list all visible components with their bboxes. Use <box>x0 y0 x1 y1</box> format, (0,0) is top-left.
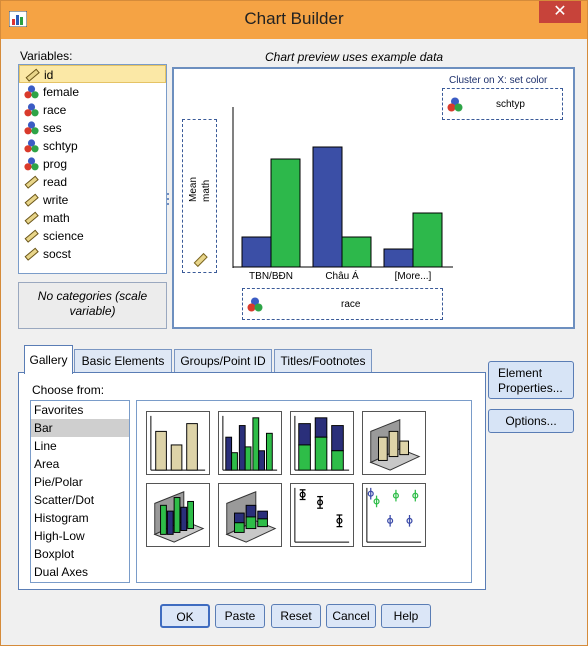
chart-preview-canvas[interactable] <box>172 67 575 329</box>
chart-type-item[interactable]: Dual Axes <box>34 565 89 579</box>
nominal-balls-icon <box>24 121 39 135</box>
chart-type-item[interactable]: Boxplot <box>34 547 75 561</box>
variable-item-race[interactable]: race <box>19 101 166 119</box>
variable-item-read[interactable]: read <box>19 173 166 191</box>
variable-name: read <box>43 175 68 189</box>
chart-type-item[interactable]: Histogram <box>34 511 89 525</box>
variable-name: math <box>43 211 70 225</box>
chart-type-item[interactable]: Line <box>34 439 57 453</box>
element-properties-line1: Element <box>498 366 543 380</box>
nominal-balls-icon <box>24 157 39 171</box>
x-axis-variable: race <box>341 299 361 310</box>
variable-item-id[interactable]: id <box>19 65 166 83</box>
gallery-thumbnails <box>136 400 472 583</box>
variable-item-socst[interactable]: socst <box>19 245 166 263</box>
choose-from-label: Choose from: <box>32 383 105 397</box>
scale-ruler-icon <box>24 211 39 225</box>
help-button[interactable]: Help <box>381 604 431 628</box>
bar-1-0 <box>312 146 343 268</box>
variable-item-write[interactable]: write <box>19 191 166 209</box>
3d-clustered-bar-thumbnail[interactable] <box>146 483 210 547</box>
tab-titles-footnotes[interactable]: Titles/Footnotes <box>274 349 372 373</box>
paste-button[interactable]: Paste <box>215 604 265 628</box>
variable-name: female <box>43 85 80 99</box>
variable-item-female[interactable]: female <box>19 83 166 101</box>
variable-name: write <box>43 193 69 207</box>
variables-list[interactable]: id female race ses schtyp prog read write math sc… <box>18 64 167 274</box>
variable-name: race <box>43 103 67 117</box>
chart-type-item[interactable]: Bar <box>31 419 129 437</box>
preview-note: Chart preview uses example data <box>265 50 444 64</box>
chart-type-item[interactable]: Scatter/Dot <box>34 493 95 507</box>
x-axis-drop-zone[interactable] <box>242 288 443 320</box>
nominal-balls-icon <box>24 103 39 117</box>
nominal-balls-icon <box>24 139 39 153</box>
variable-item-science[interactable]: science <box>19 227 166 245</box>
app-icon <box>9 11 27 27</box>
cluster-variable: schtyp <box>496 99 525 110</box>
variable-name: socst <box>43 247 72 261</box>
scale-ruler-icon <box>24 193 39 207</box>
options-button[interactable]: Options... <box>488 409 574 433</box>
cluster-drop-zone[interactable] <box>442 88 563 120</box>
chart-type-item[interactable]: Favorites <box>34 403 84 417</box>
tab-gallery[interactable]: Gallery <box>24 345 73 374</box>
variable-item-math[interactable]: math <box>19 209 166 227</box>
horizontal-splitter-handle[interactable] <box>85 275 99 285</box>
bar-0-0 <box>241 236 272 268</box>
nominal-balls-icon <box>247 297 263 312</box>
scale-ruler-icon <box>193 252 208 268</box>
3d-stacked-bar-thumbnail[interactable] <box>218 483 282 547</box>
cancel-button[interactable]: Cancel <box>326 604 376 628</box>
element-properties-button[interactable]: Element Properties... <box>488 361 574 399</box>
chart-type-item[interactable]: Area <box>34 457 60 471</box>
x-tick-label: Châu Á <box>325 269 359 282</box>
nominal-balls-icon <box>447 97 463 112</box>
scale-ruler-icon <box>24 229 39 243</box>
title-bar[interactable]: Chart Builder ✕ <box>1 1 587 39</box>
variable-name: schtyp <box>43 139 78 153</box>
stacked-bar-thumbnail[interactable] <box>290 411 354 475</box>
clustered-bar-thumbnail[interactable] <box>218 411 282 475</box>
variable-name: ses <box>43 121 62 135</box>
variable-name: id <box>44 68 54 82</box>
scale-ruler-icon <box>24 175 39 189</box>
reset-button[interactable]: Reset <box>271 604 321 628</box>
chart-type-item[interactable]: Pie/Polar <box>34 475 83 489</box>
variables-label: Variables: <box>20 49 73 63</box>
bar-2-1 <box>412 212 443 268</box>
vertical-splitter-handle[interactable] <box>166 191 170 207</box>
tab-basic-elements[interactable]: Basic Elements <box>74 349 172 373</box>
ok-button[interactable]: OK <box>160 604 210 628</box>
variable-item-ses[interactable]: ses <box>19 119 166 137</box>
variable-item-prog[interactable]: prog <box>19 155 166 173</box>
categories-note: No categories (scale variable) <box>18 282 167 329</box>
chart-type-item[interactable]: High-Low <box>34 529 85 543</box>
x-tick-label: [More...] <box>395 271 432 282</box>
scale-ruler-icon <box>25 68 40 82</box>
close-button[interactable]: ✕ <box>539 1 581 23</box>
error-bar-thumbnail[interactable] <box>290 483 354 547</box>
scale-ruler-icon <box>24 247 39 261</box>
nominal-balls-icon <box>24 85 39 99</box>
variable-name: science <box>43 229 84 243</box>
bar-0-1 <box>270 158 301 268</box>
bar-chart: TBN/BĐN Châu Á [More...] <box>232 107 453 282</box>
window-title: Chart Builder <box>244 9 344 28</box>
clustered-error-bar-thumbnail[interactable] <box>362 483 426 547</box>
y-axis-drop-zone[interactable] <box>182 119 217 273</box>
bar-1-1 <box>341 236 372 268</box>
variable-item-schtyp[interactable]: schtyp <box>19 137 166 155</box>
x-tick-label: TBN/BĐN <box>249 271 293 282</box>
cluster-drop-zone-label: Cluster on X: set color <box>449 75 548 86</box>
3d-bar-thumbnail[interactable] <box>362 411 426 475</box>
chart-type-list[interactable]: Favorites Bar Line Area Pie/Polar Scatter/Dot… <box>30 400 130 583</box>
element-properties-line2: Properties... <box>498 381 563 395</box>
tab-groups-point-id[interactable]: Groups/Point ID <box>174 349 272 373</box>
bar-2-0 <box>383 248 414 268</box>
simple-bar-thumbnail[interactable] <box>146 411 210 475</box>
variable-name: prog <box>43 157 68 171</box>
